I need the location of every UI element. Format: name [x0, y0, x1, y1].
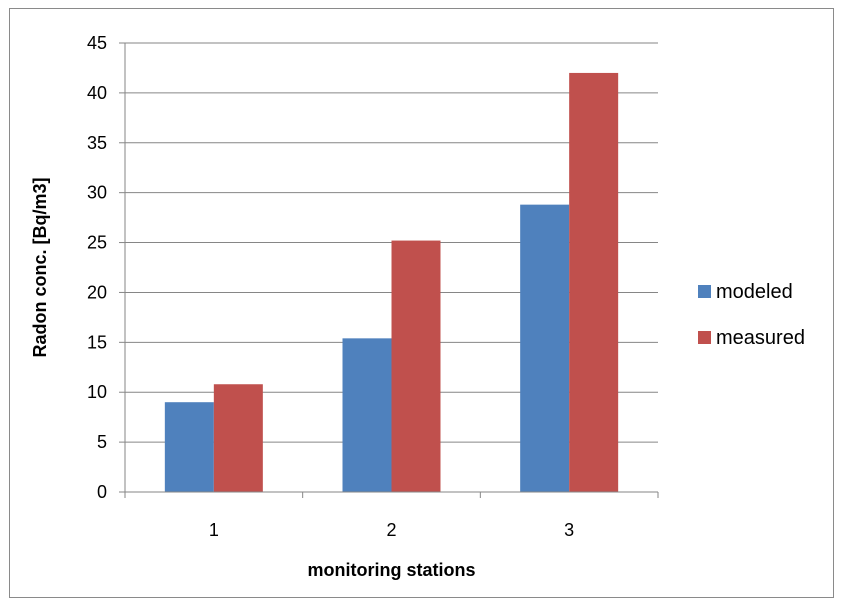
y-tick-label: 10	[87, 382, 107, 402]
x-axis-title: monitoring stations	[308, 560, 476, 580]
y-tick-label: 35	[87, 133, 107, 153]
y-tick-labels: 0 5 10 15 20 25 30 35 40 45	[87, 33, 107, 502]
x-tick-label: 1	[209, 520, 219, 540]
y-tick-label: 30	[87, 183, 107, 203]
bar-modeled-1	[164, 402, 214, 492]
bars	[164, 72, 619, 492]
y-tick-label: 40	[87, 83, 107, 103]
y-tick-label: 5	[97, 432, 107, 452]
legend: modeled measured	[698, 281, 805, 349]
bar-measured-2	[391, 240, 441, 492]
y-tick-label: 45	[87, 33, 107, 53]
bar-measured-3	[569, 72, 619, 492]
bar-measured-1	[213, 384, 263, 492]
y-tick-label: 20	[87, 282, 107, 302]
y-tick-label: 0	[97, 482, 107, 502]
legend-swatch-measured	[698, 331, 711, 344]
x-tick-labels: 1 2 3	[209, 520, 574, 540]
x-tick-label: 3	[564, 520, 574, 540]
axes	[124, 43, 659, 498]
bar-modeled-2	[342, 338, 392, 492]
x-tick-label: 2	[386, 520, 396, 540]
legend-label-modeled: modeled	[716, 281, 793, 303]
y-axis-title: Radon conc. [Bq/m3]	[30, 177, 50, 357]
y-tick-label: 15	[87, 332, 107, 352]
legend-label-measured: measured	[716, 327, 805, 349]
legend-swatch-modeled	[698, 285, 711, 298]
bar-modeled-3	[520, 204, 570, 492]
y-tick-label: 25	[87, 233, 107, 253]
